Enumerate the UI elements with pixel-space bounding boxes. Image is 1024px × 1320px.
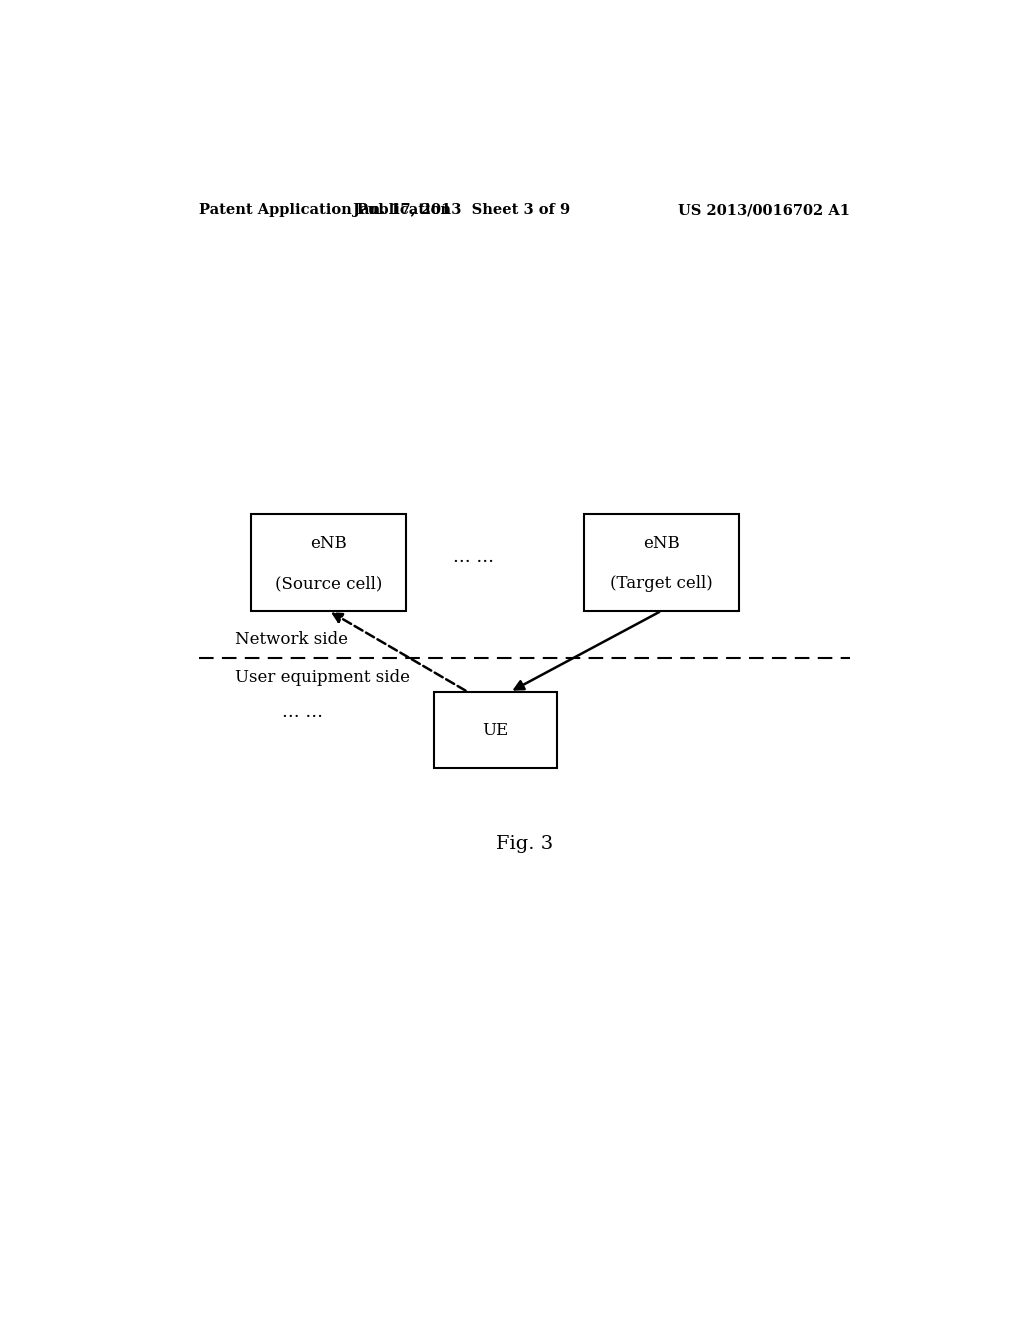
Text: Network side: Network side <box>236 631 348 648</box>
Text: Patent Application Publication: Patent Application Publication <box>200 203 452 216</box>
Text: eNB: eNB <box>643 535 680 552</box>
Text: US 2013/0016702 A1: US 2013/0016702 A1 <box>678 203 850 216</box>
Text: Jan. 17, 2013  Sheet 3 of 9: Jan. 17, 2013 Sheet 3 of 9 <box>352 203 570 216</box>
Text: (Target cell): (Target cell) <box>610 576 713 593</box>
Text: UE: UE <box>482 722 508 739</box>
FancyBboxPatch shape <box>585 515 739 611</box>
Text: User equipment side: User equipment side <box>236 669 411 685</box>
Text: Fig. 3: Fig. 3 <box>497 836 553 854</box>
FancyBboxPatch shape <box>433 692 557 768</box>
Text: eNB: eNB <box>310 535 347 552</box>
FancyBboxPatch shape <box>251 515 406 611</box>
Text: ... ...: ... ... <box>282 704 324 721</box>
Text: ... ...: ... ... <box>453 548 494 566</box>
Text: (Source cell): (Source cell) <box>274 576 382 593</box>
